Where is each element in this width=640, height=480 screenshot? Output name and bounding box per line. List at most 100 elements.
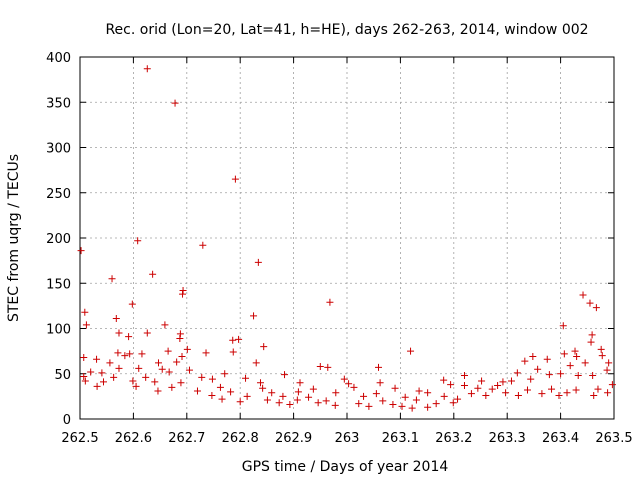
x-axis-label: GPS time / Days of year 2014 — [242, 459, 449, 475]
y-tick-label: 400 — [46, 51, 71, 66]
data-point — [198, 373, 206, 381]
data-point — [340, 375, 348, 383]
data-point — [513, 369, 521, 377]
y-tick-label: 50 — [54, 368, 71, 383]
data-point — [125, 333, 133, 341]
data-point — [158, 365, 166, 373]
data-point — [365, 402, 373, 410]
x-tick-label: 263.2 — [435, 431, 472, 446]
data-point — [314, 399, 322, 407]
data-point — [260, 343, 268, 351]
data-point — [424, 403, 432, 411]
data-point — [398, 402, 406, 410]
data-point — [494, 382, 502, 390]
data-point — [208, 391, 216, 399]
x-tick-label: 262.6 — [115, 431, 152, 446]
data-point — [236, 398, 244, 406]
x-tick-label: 262.9 — [275, 431, 312, 446]
data-point — [502, 389, 510, 397]
data-point — [183, 345, 191, 353]
data-point — [179, 286, 187, 294]
data-points — [77, 65, 616, 412]
y-tick-label: 100 — [46, 323, 71, 338]
x-tick-label: 263 — [335, 431, 360, 446]
data-point — [108, 275, 116, 283]
data-point — [179, 290, 187, 298]
data-point — [128, 300, 136, 308]
data-point — [256, 379, 264, 387]
data-point — [259, 384, 267, 392]
data-point — [80, 353, 88, 361]
data-point — [538, 390, 546, 398]
data-point — [603, 366, 611, 374]
data-point — [594, 385, 602, 393]
tick-labels: 262.5 262.6 262.7 262.8 262.9 263 263.1 263.2 26… — [46, 51, 632, 446]
data-point — [81, 308, 89, 316]
data-point — [275, 399, 283, 407]
data-point — [589, 372, 597, 380]
data-point — [93, 355, 101, 363]
data-point — [488, 385, 496, 393]
y-tick-label: 200 — [46, 232, 71, 247]
data-point — [391, 384, 399, 392]
data-point — [110, 373, 118, 381]
x-tick-label: 263.3 — [489, 431, 526, 446]
grid-lines — [80, 57, 614, 419]
data-point — [534, 365, 542, 373]
data-point — [560, 350, 568, 358]
data-point — [590, 391, 598, 399]
data-point — [499, 378, 507, 386]
data-point — [168, 383, 176, 391]
data-point — [185, 366, 193, 374]
data-point — [129, 377, 137, 385]
data-point — [587, 338, 595, 346]
data-point — [199, 241, 207, 249]
x-tick-label: 262.8 — [222, 431, 259, 446]
data-point — [242, 374, 250, 382]
data-point — [132, 382, 140, 390]
data-point — [115, 329, 123, 337]
data-point — [114, 349, 122, 357]
data-point — [376, 379, 384, 387]
data-point — [432, 400, 440, 408]
data-point — [176, 330, 184, 338]
data-point — [579, 291, 587, 299]
data-point — [460, 372, 468, 380]
data-point — [235, 335, 243, 343]
data-point — [408, 404, 416, 412]
data-point — [571, 347, 579, 355]
data-point — [142, 373, 150, 381]
data-point — [474, 384, 482, 392]
data-point — [407, 347, 415, 355]
data-point — [527, 375, 535, 383]
data-point — [572, 386, 580, 394]
data-point — [164, 347, 172, 355]
data-point — [379, 397, 387, 405]
data-point — [80, 372, 88, 380]
data-point — [507, 377, 515, 385]
data-point — [332, 389, 340, 397]
y-tick-label: 250 — [46, 187, 71, 202]
data-point — [424, 389, 432, 397]
data-point — [165, 368, 173, 376]
data-point — [135, 364, 143, 372]
data-point — [252, 359, 260, 367]
data-point — [523, 386, 531, 394]
data-point — [216, 383, 224, 391]
data-point — [293, 396, 301, 404]
data-point — [106, 359, 114, 367]
data-point — [478, 377, 486, 385]
data-point — [143, 329, 151, 337]
data-point — [412, 396, 420, 404]
y-tick-label: 300 — [46, 142, 71, 157]
data-point — [81, 377, 89, 385]
y-tick-label: 350 — [46, 96, 71, 111]
data-point — [286, 401, 294, 409]
data-point — [440, 392, 448, 400]
data-point — [454, 395, 462, 403]
data-point — [231, 175, 239, 183]
y-tick-label: 0 — [63, 413, 71, 428]
data-point — [171, 99, 179, 107]
y-axis-label: STEC from uqrg / TECUs — [6, 154, 22, 322]
data-point — [460, 382, 468, 390]
